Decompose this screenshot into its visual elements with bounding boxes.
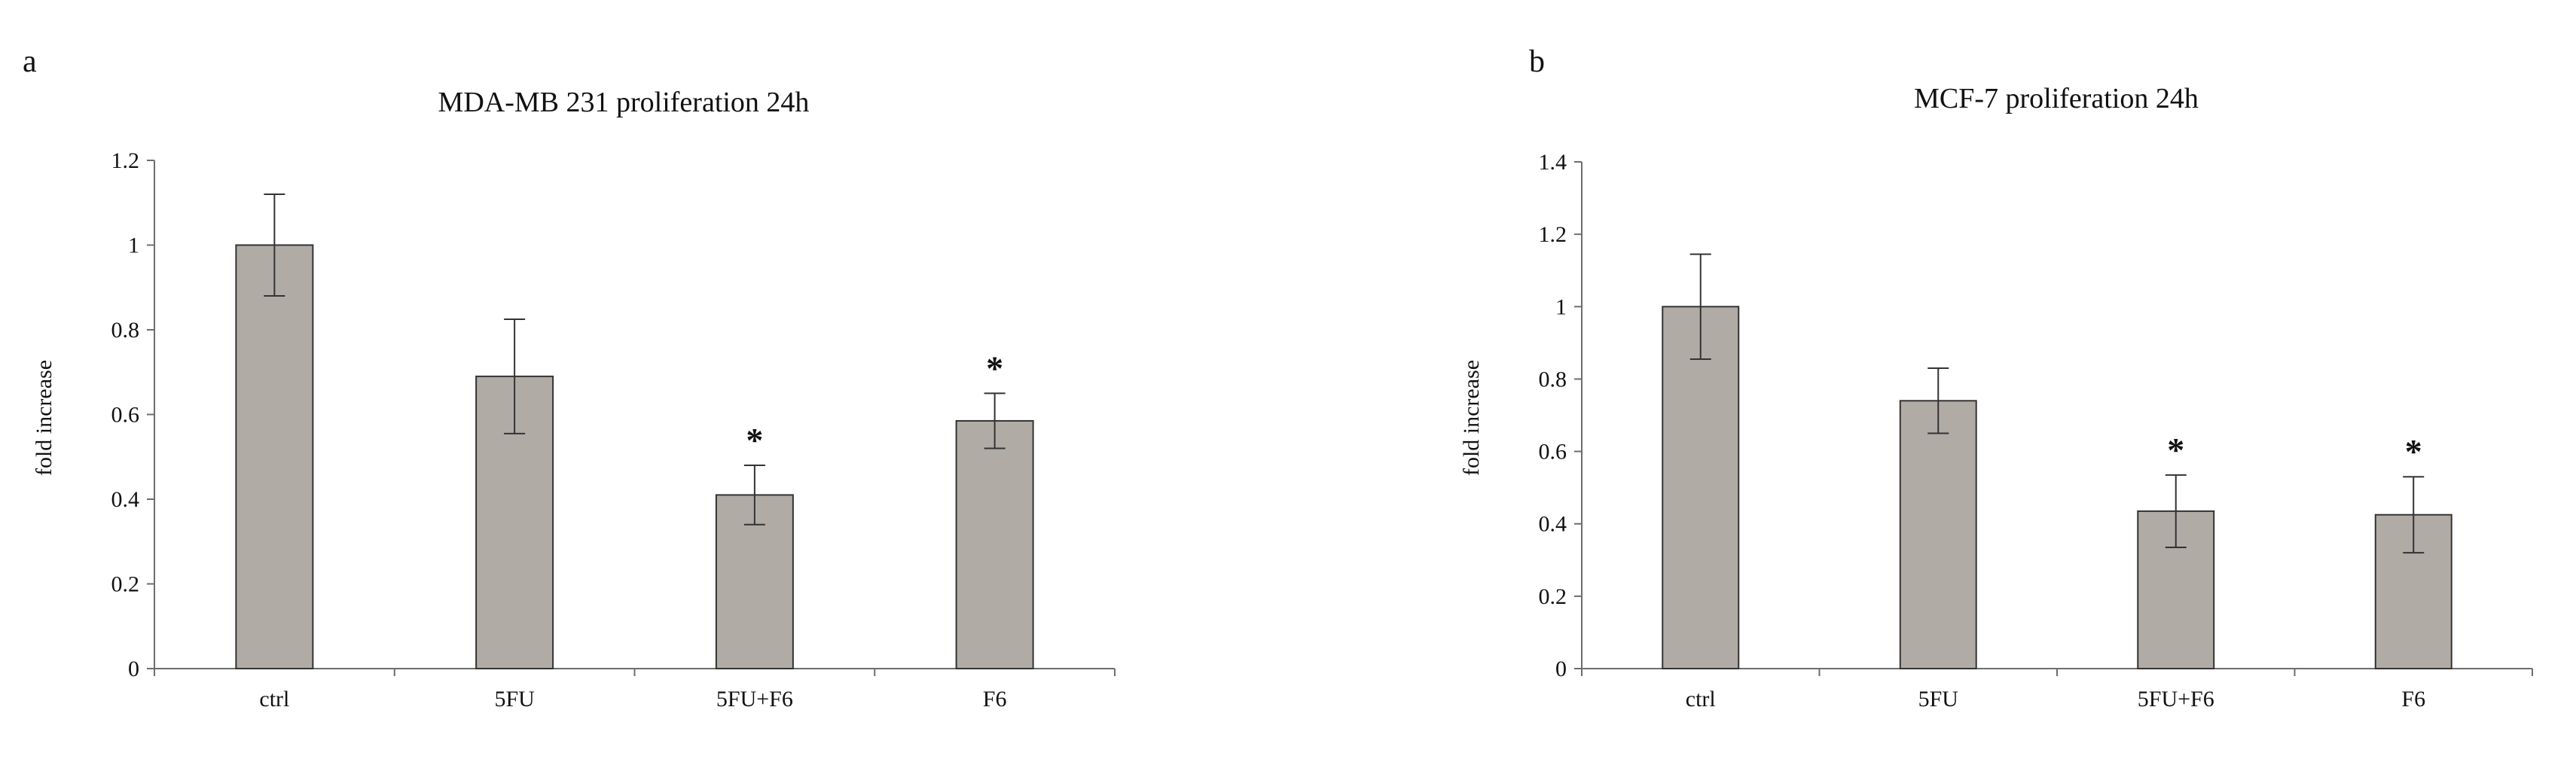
y-tick-label: 1.4 <box>1539 150 1567 175</box>
x-tick-label: 5FU+F6 <box>2138 687 2214 712</box>
y-tick-label: 1.2 <box>1539 222 1567 247</box>
y-tick-label: 0.2 <box>1539 584 1567 609</box>
chart-a-svg: a MDA-MB 231 proliferation 24h fold increa… <box>23 44 1116 712</box>
panel-label: b <box>1529 44 1545 79</box>
significance-marker: * <box>2405 432 2422 471</box>
y-tick-label: 0.4 <box>1539 512 1567 537</box>
chart-title: MDA-MB 231 proliferation 24h <box>438 87 810 118</box>
y-axis-label: fold increase <box>32 360 56 476</box>
y-axis-label: fold increase <box>1459 360 1484 476</box>
chart-title: MCF-7 proliferation 24h <box>1914 83 2199 114</box>
y-tick-label: 0.2 <box>111 572 140 597</box>
y-tick-label: 0.6 <box>111 403 140 428</box>
y-tick-label: 0.8 <box>1539 367 1567 392</box>
x-tick-label: 5FU+F6 <box>716 687 793 712</box>
x-tick-label: ctrl <box>1686 687 1716 712</box>
y-tick-label: 0 <box>128 657 139 681</box>
significance-marker: * <box>746 421 763 459</box>
bar <box>235 244 314 669</box>
x-tick-label: F6 <box>983 687 1007 712</box>
y-tick-label: 1 <box>1555 294 1567 319</box>
y-tick-label: 0.4 <box>111 487 140 512</box>
x-tick-label: 5FU <box>1918 687 1959 712</box>
x-tick-label: ctrl <box>259 687 289 712</box>
chart-panel-b: b MCF-7 proliferation 24h fold increase 0 0.… <box>1288 0 2576 771</box>
bar <box>955 419 1034 669</box>
y-tick-label: 1.2 <box>111 148 140 173</box>
bar <box>1899 400 1977 669</box>
chart-panel-a: a MDA-MB 231 proliferation 24h fold increa… <box>23 44 1116 712</box>
significance-marker: * <box>986 349 1003 387</box>
x-tick-label: F6 <box>2401 687 2425 712</box>
significance-marker: * <box>2167 431 2184 469</box>
y-tick-label: 1 <box>128 233 139 258</box>
panel-label: a <box>23 44 37 79</box>
y-tick-label: 0 <box>1555 657 1567 681</box>
x-tick-label: 5FU <box>494 687 535 712</box>
y-tick-label: 0.8 <box>111 318 140 343</box>
bar <box>1662 306 1740 669</box>
chart-b-svg: b MCF-7 proliferation 24h fold increase 0 0.… <box>1459 44 2533 712</box>
y-tick-label: 0.6 <box>1539 440 1567 465</box>
